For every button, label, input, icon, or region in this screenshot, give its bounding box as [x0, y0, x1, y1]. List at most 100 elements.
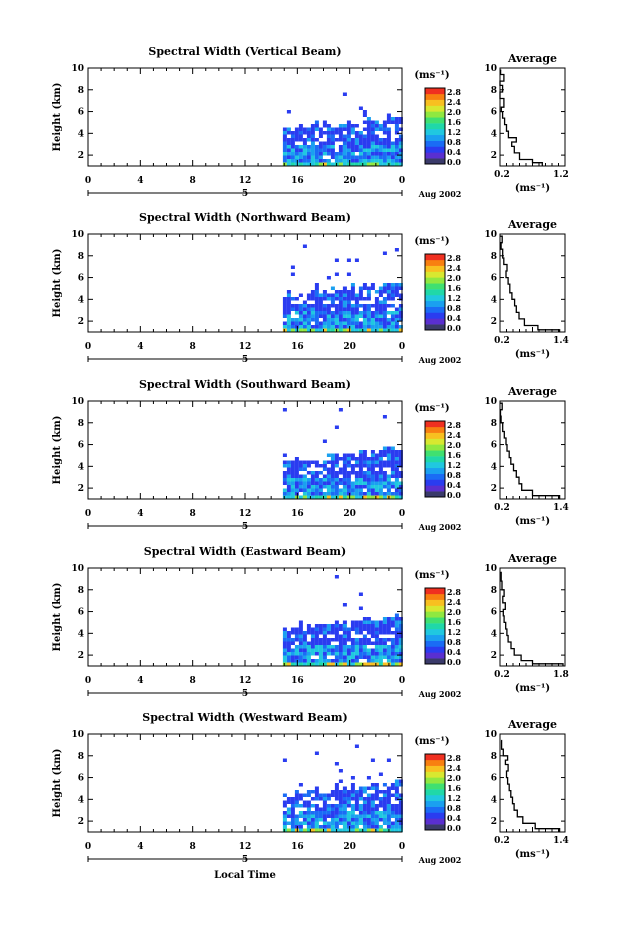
heatmap-cell [286, 821, 291, 825]
heatmap-cell [318, 314, 323, 318]
heatmap-cell [342, 124, 347, 128]
heatmap-cell [366, 138, 371, 142]
heatmap-cell [370, 162, 375, 166]
heatmap-cell [342, 652, 347, 656]
heatmap-cell [342, 148, 347, 152]
heatmap-cell [350, 488, 355, 492]
heatmap-cell [330, 134, 335, 138]
heatmap-cell [378, 467, 383, 471]
heatmap-cell [334, 155, 339, 159]
heatmap-cell [298, 828, 303, 832]
heatmap-cell [366, 659, 371, 663]
heatmap-cell [306, 155, 311, 159]
heatmap-cell [394, 613, 399, 617]
heatmap-cell [290, 481, 295, 485]
x-axis-title: Local Time [214, 870, 276, 881]
heatmap-cell [314, 793, 319, 797]
heatmap-cell [282, 314, 287, 318]
heatmap-cell [318, 793, 323, 797]
heatmap-cell [354, 460, 359, 464]
heatmap-cell [394, 485, 399, 489]
colorbar-tick-label: 1.2 [447, 627, 461, 637]
heatmap-cell [286, 652, 291, 656]
heatmap-cell [318, 645, 323, 649]
heatmap-cell [302, 631, 307, 635]
heatmap-cell [386, 481, 391, 485]
colorbar-tick-label: 1.2 [447, 293, 461, 303]
heatmap-cell [362, 464, 367, 468]
heatmap-cell [350, 814, 355, 818]
heatmap-cell [378, 325, 383, 329]
heatmap-cell [370, 464, 375, 468]
colorbar-segment [425, 450, 445, 457]
heatmap-cell [322, 492, 327, 496]
colorbar-tick-label: 1.2 [447, 127, 461, 137]
heatmap-cell [370, 620, 375, 624]
x-tick-label: 8 [190, 176, 196, 186]
heatmap-cell [338, 297, 343, 301]
heatmap-cell [394, 786, 399, 790]
heatmap-cell [386, 627, 391, 631]
heatmap-cell [362, 828, 367, 832]
heatmap-cell [390, 293, 395, 297]
heatmap-cell [346, 159, 351, 163]
heatmap-cell [310, 307, 315, 311]
heatmap-cell [282, 800, 287, 804]
heatmap-cell [394, 453, 399, 457]
heatmap-cell [314, 307, 319, 311]
y-tick-label: 8 [78, 419, 84, 429]
heatmap-cell [350, 659, 355, 663]
heatmap-cell [342, 634, 347, 638]
heatmap-cell [398, 311, 403, 315]
heatmap-cell [342, 460, 347, 464]
heatmap-cell [346, 457, 351, 461]
x-tick-label: 12 [239, 509, 252, 519]
heatmap-cell [386, 134, 391, 138]
heatmap-cell [330, 155, 335, 159]
heatmap-cell [306, 134, 311, 138]
heatmap-cell [374, 145, 379, 149]
heatmap-cell [318, 297, 323, 301]
heatmap-cell [298, 481, 303, 485]
heatmap-cell [290, 825, 295, 829]
heatmap-cell [338, 162, 343, 166]
heatmap-cell [338, 307, 343, 311]
heatmap-cell [318, 328, 323, 332]
heatmap-cell [282, 638, 287, 642]
heatmap-cell [334, 627, 339, 631]
heatmap-cell [290, 814, 295, 818]
heatmap-cell [370, 120, 375, 124]
heatmap-cell [362, 457, 367, 461]
heatmap-cell [326, 304, 331, 308]
heatmap-cell [282, 481, 287, 485]
heatmap-cell [290, 145, 295, 149]
heatmap-cell [374, 811, 379, 815]
heatmap-cell [290, 265, 295, 269]
heatmap-cell [390, 145, 395, 149]
heatmap-cell [362, 138, 367, 142]
heatmap-cell [358, 464, 363, 468]
panel-1: Spectral Width (Vertical Beam)Height (km… [52, 45, 569, 199]
heatmap-cell [358, 467, 363, 471]
heatmap-cell [354, 659, 359, 663]
heatmap-cell [310, 645, 315, 649]
heatmap-cell [390, 631, 395, 635]
heatmap-cell [374, 307, 379, 311]
heatmap-cell [390, 120, 395, 124]
heatmap-cell [398, 457, 403, 461]
heatmap-cell [310, 652, 315, 656]
heatmap-cell [290, 641, 295, 645]
heatmap-cell [306, 297, 311, 301]
heatmap-cell [354, 258, 359, 262]
heatmap-cell [362, 145, 367, 149]
colorbar-segment [425, 806, 445, 813]
heatmap-cell [338, 481, 343, 485]
heatmap-cell [370, 159, 375, 163]
panel-5: Spectral Width (Westward Beam)Height (km… [52, 711, 569, 865]
heatmap-cell [362, 460, 367, 464]
heatmap-cell [382, 811, 387, 815]
heatmap-cell [394, 478, 399, 482]
heatmap-cell [290, 800, 295, 804]
avg-y-tick-label: 6 [491, 608, 497, 618]
heatmap-cell [374, 783, 379, 787]
